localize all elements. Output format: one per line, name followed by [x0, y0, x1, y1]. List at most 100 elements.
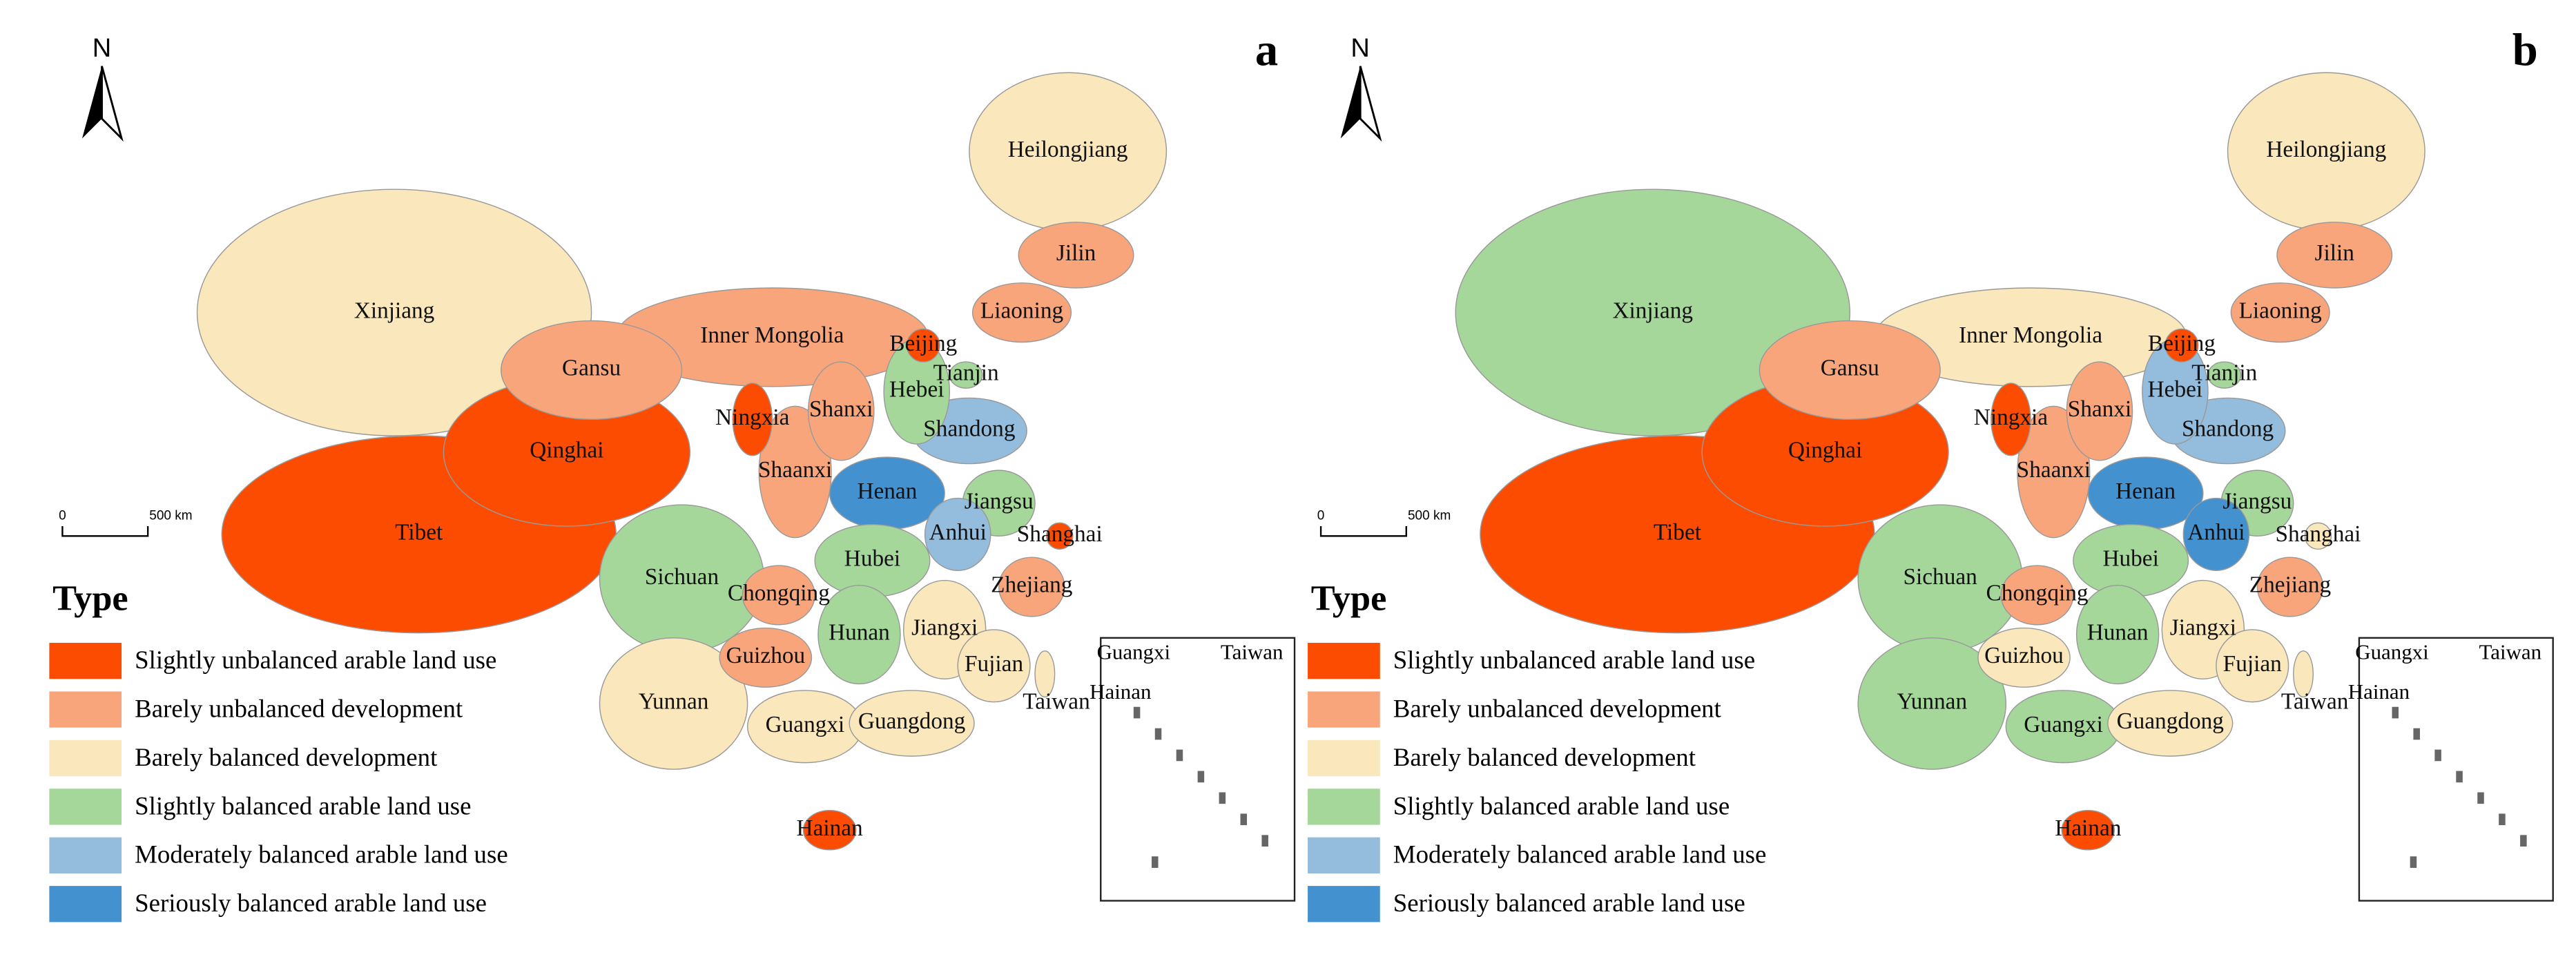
legend-label: Moderately balanced arable land use: [1393, 840, 1767, 869]
province-label: Inner Mongolia: [700, 322, 844, 348]
province-label: Shandong: [923, 416, 1016, 442]
province-label: Xinjiang: [354, 298, 435, 323]
province: [1034, 650, 1056, 698]
north-arrow: [1340, 66, 1361, 139]
scale-bar: [1319, 526, 1408, 537]
island: [1154, 728, 1162, 740]
province-label: Guangxi: [2024, 712, 2103, 737]
legend-title: Type: [1311, 578, 1387, 618]
inset-frame: [2358, 637, 2554, 902]
province-label: Chongqing: [728, 581, 830, 606]
province-label: Tibet: [1654, 520, 1702, 545]
province-label: Henan: [857, 478, 917, 504]
province-label: Jiangsu: [2222, 488, 2292, 514]
province: [2207, 361, 2242, 389]
province-label: Zhejiang: [2249, 572, 2332, 598]
island: [1219, 792, 1226, 804]
province-label: Anhui: [2187, 520, 2245, 545]
legend-swatch: [1308, 691, 1380, 728]
province-label: Guizhou: [726, 643, 805, 668]
scale-end: 500 km: [149, 509, 192, 523]
legend-swatch: [1308, 789, 1380, 825]
province: [732, 383, 773, 456]
province-label: Shaanxi: [2017, 457, 2091, 483]
province-label: Taiwan: [1023, 689, 1090, 715]
province: [501, 320, 683, 420]
legend-label: Slightly balanced arable land use: [135, 791, 471, 820]
north-label: N: [1350, 34, 1370, 63]
legend-title: Type: [52, 578, 128, 618]
province-label: Yunnan: [639, 689, 709, 715]
province-label: Gansu: [1821, 356, 1879, 381]
province: [719, 627, 813, 688]
province-label: Jiangxi: [911, 615, 978, 641]
province: [906, 328, 940, 362]
province: [1759, 320, 1941, 420]
province-label: Inner Mongolia: [1959, 322, 2102, 348]
island: [2434, 749, 2441, 762]
province-label: Tibet: [395, 520, 443, 545]
province: [949, 361, 983, 389]
province-label: Hainan: [797, 815, 864, 841]
north-arrow: [1359, 66, 1382, 142]
province-label: Liaoning: [980, 298, 1064, 323]
panel-label: b: [2512, 25, 2538, 75]
province: [2304, 522, 2332, 550]
legend-swatch: [49, 740, 122, 777]
province-label: Anhui: [929, 520, 987, 545]
legend-label: Moderately balanced arable land use: [135, 840, 508, 869]
legend-swatch: [49, 789, 122, 825]
province: [1977, 627, 2071, 688]
legend-swatch: [1308, 837, 1380, 874]
province: [802, 809, 857, 851]
scale-bar: [61, 526, 149, 537]
province-label: Heilongjiang: [2266, 137, 2386, 162]
province-label: Guangdong: [858, 708, 966, 734]
island: [1176, 749, 1183, 762]
province: [1455, 188, 1850, 436]
province-label: Sichuan: [645, 564, 719, 590]
panel-label: a: [1255, 25, 1278, 75]
province-label: Guangdong: [2117, 708, 2225, 734]
legend-swatch: [1308, 740, 1380, 777]
province-label: Henan: [2115, 478, 2176, 504]
province-label: Fujian: [965, 651, 1023, 677]
province-label: Zhejiang: [991, 572, 1073, 598]
province: [998, 557, 1065, 617]
province: [924, 497, 991, 571]
island: [1152, 856, 1159, 868]
province-label: Guizhou: [1984, 643, 2064, 668]
province-label: Jilin: [2315, 240, 2355, 266]
province: [2061, 809, 2115, 851]
province: [2000, 565, 2074, 626]
inset-label: Hainan: [1090, 679, 1151, 704]
island: [2499, 813, 2506, 826]
island: [2520, 835, 2527, 847]
province-label: Shanghai: [2275, 521, 2361, 547]
province-label: Tianjin: [933, 360, 999, 386]
legend-label: Barely balanced development: [1393, 743, 1696, 771]
province: [1046, 522, 1074, 550]
legend-swatch: [1308, 886, 1380, 922]
province-label: Liaoning: [2239, 298, 2323, 323]
province: [807, 361, 875, 461]
legend-label: Slightly balanced arable land use: [1393, 791, 1730, 820]
island: [2392, 706, 2399, 719]
scale-start: 0: [1317, 509, 1325, 523]
province-label: Hunan: [2087, 620, 2149, 646]
province: [758, 405, 832, 539]
legend-label: Seriously balanced arable land use: [135, 889, 487, 917]
inset-label: Taiwan: [1221, 640, 1284, 664]
inset-frame: [1100, 637, 1296, 902]
province-label: Shandong: [2182, 416, 2274, 442]
province-label: Hainan: [2055, 815, 2122, 841]
province: [2165, 328, 2199, 362]
inset-label: Taiwan: [2479, 640, 2542, 664]
province-label: Hubei: [844, 546, 900, 572]
province-label: Qinghai: [530, 438, 603, 463]
province: [957, 629, 1031, 703]
province-label: Hubei: [2102, 546, 2158, 572]
legend-label: Slightly unbalanced arable land use: [1393, 646, 1755, 674]
province-label: Tianjin: [2191, 360, 2257, 386]
scale-start: 0: [59, 509, 66, 523]
